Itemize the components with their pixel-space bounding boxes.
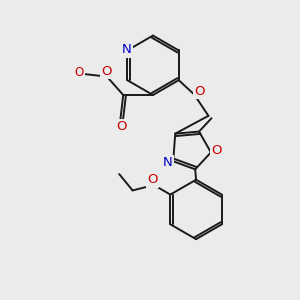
Text: O: O	[211, 144, 221, 158]
Text: O: O	[102, 65, 112, 78]
Text: N: N	[163, 156, 173, 169]
Text: O: O	[116, 120, 127, 133]
Text: O: O	[147, 173, 158, 186]
Text: N: N	[122, 43, 131, 56]
Text: O: O	[194, 85, 205, 98]
Text: O: O	[75, 66, 84, 79]
